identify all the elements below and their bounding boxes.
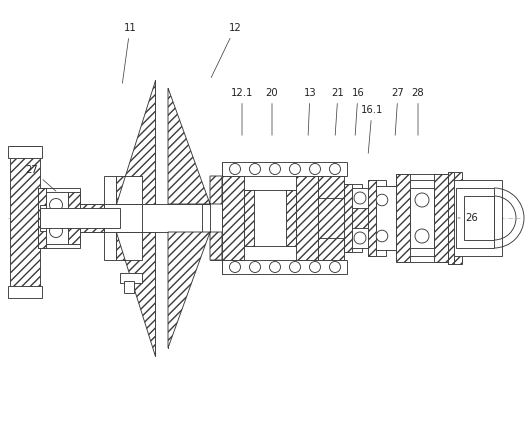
Polygon shape [68, 192, 80, 244]
Text: 16.1: 16.1 [361, 105, 383, 153]
Text: 12.1: 12.1 [231, 88, 253, 135]
Circle shape [50, 224, 62, 237]
Circle shape [230, 262, 240, 272]
Bar [222, 176, 244, 260]
Bar [448, 180, 502, 256]
Circle shape [50, 198, 62, 211]
Circle shape [415, 193, 429, 207]
Circle shape [269, 262, 280, 272]
Circle shape [376, 230, 388, 242]
Bar [38, 188, 80, 248]
Polygon shape [368, 180, 376, 256]
Circle shape [354, 192, 366, 204]
Bar [352, 188, 368, 208]
Bar [104, 176, 116, 260]
Bar [46, 192, 68, 244]
Text: 20: 20 [266, 88, 278, 135]
Bar [318, 198, 378, 238]
Bar [318, 176, 344, 260]
Bar [396, 174, 410, 262]
Text: 26: 26 [458, 213, 478, 223]
Circle shape [250, 262, 260, 272]
Polygon shape [244, 190, 254, 246]
Circle shape [329, 164, 341, 175]
Bar [244, 190, 296, 246]
Text: 12: 12 [211, 23, 241, 78]
Bar [396, 180, 448, 256]
Bar [40, 205, 50, 231]
Polygon shape [80, 204, 108, 232]
Bar [352, 228, 368, 248]
Bar [10, 146, 40, 290]
Text: 16: 16 [352, 88, 364, 135]
Circle shape [309, 164, 320, 175]
Bar [202, 204, 242, 232]
Bar [448, 172, 454, 264]
Circle shape [289, 262, 300, 272]
Bar [456, 188, 494, 248]
Circle shape [289, 164, 300, 175]
Bar [40, 208, 120, 228]
Bar [376, 186, 396, 250]
Polygon shape [434, 174, 448, 262]
Bar [396, 174, 448, 262]
Circle shape [230, 164, 240, 175]
Bar [8, 286, 42, 298]
Bar [120, 273, 142, 283]
Text: 28: 28 [412, 88, 425, 135]
Bar [410, 188, 434, 248]
Polygon shape [168, 88, 222, 204]
Bar [222, 260, 347, 274]
Bar [464, 196, 494, 240]
Polygon shape [386, 186, 396, 250]
Bar [296, 176, 318, 260]
Circle shape [376, 194, 388, 206]
Circle shape [329, 262, 341, 272]
Circle shape [250, 164, 260, 175]
Bar [344, 184, 362, 252]
Bar [124, 281, 134, 293]
Circle shape [354, 232, 366, 244]
Circle shape [269, 164, 280, 175]
Bar [8, 146, 42, 158]
Text: 27: 27 [26, 165, 56, 191]
Polygon shape [38, 188, 46, 248]
Circle shape [309, 262, 320, 272]
Polygon shape [116, 232, 155, 356]
Text: 27: 27 [392, 88, 404, 135]
Polygon shape [168, 232, 222, 348]
Text: 13: 13 [304, 88, 316, 135]
Text: 11: 11 [122, 23, 136, 83]
Bar [448, 172, 462, 264]
Bar [80, 204, 458, 232]
Circle shape [415, 229, 429, 243]
Bar [368, 180, 386, 256]
Text: 21: 21 [332, 88, 344, 135]
Bar [222, 162, 347, 176]
Polygon shape [344, 184, 352, 252]
Bar [210, 176, 222, 260]
Polygon shape [116, 80, 155, 204]
Bar [104, 204, 142, 232]
Polygon shape [286, 190, 296, 246]
